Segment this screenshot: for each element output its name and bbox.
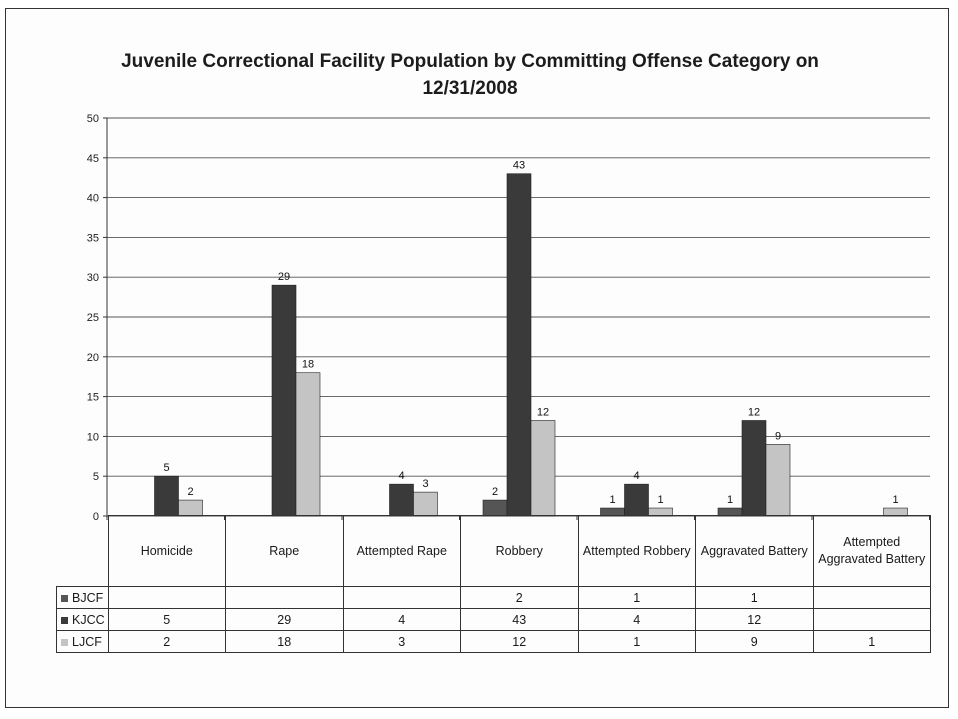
table-cell: 3 bbox=[342, 630, 461, 653]
bar-kjcc bbox=[624, 483, 649, 517]
bar-kjcc bbox=[506, 173, 532, 517]
data-label: 12 bbox=[748, 406, 760, 418]
category-label: Robbery bbox=[460, 515, 579, 587]
data-label: 9 bbox=[775, 430, 781, 442]
bar-ljcf bbox=[765, 444, 791, 517]
legend-swatch bbox=[61, 594, 68, 602]
table-cell bbox=[342, 586, 461, 609]
legend-swatch bbox=[61, 638, 68, 646]
bars bbox=[154, 173, 908, 517]
table-cell: 4 bbox=[577, 608, 696, 631]
data-label: 4 bbox=[398, 470, 404, 482]
bar-ljcf bbox=[413, 491, 438, 517]
table-cell bbox=[225, 586, 344, 609]
table-cell: 4 bbox=[342, 608, 461, 631]
category-label: Rape bbox=[225, 515, 344, 587]
table-cell: 29 bbox=[225, 608, 344, 631]
chart-title: Juvenile Correctional Facility Populatio… bbox=[121, 51, 819, 99]
data-label: 1 bbox=[657, 494, 663, 506]
table-cell: 1 bbox=[577, 630, 696, 653]
table-row: KJCC 5 29 4 43 4 12 bbox=[56, 608, 931, 631]
y-tick-label: 15 bbox=[87, 392, 99, 404]
y-tick-label: 5 bbox=[93, 471, 99, 483]
bar-ljcf bbox=[178, 499, 203, 517]
category-label: Aggravated Battery bbox=[695, 515, 814, 587]
legend-swatch bbox=[61, 616, 68, 624]
data-label: 2 bbox=[492, 486, 498, 498]
legend-entry: LJCF bbox=[56, 630, 109, 653]
data-label: 3 bbox=[422, 478, 428, 490]
table-cell bbox=[812, 608, 931, 631]
table-cell: 18 bbox=[225, 630, 344, 653]
data-label: 1 bbox=[892, 494, 898, 506]
data-label: 1 bbox=[609, 494, 615, 506]
data-label: 2 bbox=[187, 486, 193, 498]
table-cell bbox=[812, 586, 931, 609]
y-tick-label: 20 bbox=[87, 352, 99, 364]
bar-bjcf bbox=[482, 499, 508, 517]
table-cell: 1 bbox=[812, 630, 931, 653]
table-cell: 43 bbox=[460, 608, 579, 631]
series-name: LJCF bbox=[72, 634, 102, 649]
y-tick-label: 10 bbox=[87, 431, 99, 443]
bar-kjcc bbox=[389, 483, 414, 517]
bar-kjcc bbox=[271, 284, 297, 517]
data-label: 12 bbox=[537, 406, 549, 418]
table-cell: 2 bbox=[460, 586, 579, 609]
y-tick-label: 30 bbox=[87, 272, 99, 284]
y-tick-label: 25 bbox=[87, 312, 99, 324]
y-tick-label: 50 bbox=[87, 113, 99, 125]
data-label: 4 bbox=[633, 470, 639, 482]
bar-kjcc bbox=[741, 420, 767, 517]
category-label: Attempted Robbery bbox=[577, 515, 696, 587]
y-tick-label: 40 bbox=[87, 193, 99, 205]
data-label: 5 bbox=[163, 462, 169, 474]
table-corner bbox=[56, 515, 109, 587]
series-name: KJCC bbox=[72, 612, 105, 627]
legend-entry: KJCC bbox=[56, 608, 109, 631]
category-label: Attempted Aggravated Battery bbox=[812, 515, 931, 587]
data-label: 29 bbox=[278, 271, 290, 283]
y-tick-label: 35 bbox=[87, 232, 99, 244]
table-cell: 2 bbox=[107, 630, 226, 653]
data-table: Homicide Rape Attempted Rape Robbery Attempt… bbox=[56, 515, 931, 653]
y-tick-label: 45 bbox=[87, 153, 99, 165]
table-row: LJCF 2 18 3 12 1 9 1 bbox=[56, 630, 931, 653]
table-cell bbox=[107, 586, 226, 609]
legend-entry: BJCF bbox=[56, 586, 109, 609]
table-cell: 12 bbox=[695, 608, 814, 631]
category-label: Attempted Rape bbox=[342, 515, 461, 587]
table-row: BJCF 2 1 1 bbox=[56, 586, 931, 609]
data-label: 43 bbox=[513, 160, 525, 172]
data-label: 18 bbox=[302, 359, 314, 371]
series-name: BJCF bbox=[72, 590, 104, 605]
bar-ljcf bbox=[295, 372, 321, 517]
category-label: Homicide bbox=[107, 515, 226, 587]
table-cell: 12 bbox=[460, 630, 579, 653]
table-cell: 5 bbox=[107, 608, 226, 631]
table-cell: 1 bbox=[695, 586, 814, 609]
table-cell: 1 bbox=[577, 586, 696, 609]
bar-kjcc bbox=[154, 475, 179, 517]
table-cell: 9 bbox=[695, 630, 814, 653]
data-label: 1 bbox=[727, 494, 733, 506]
bar-ljcf bbox=[530, 420, 556, 517]
